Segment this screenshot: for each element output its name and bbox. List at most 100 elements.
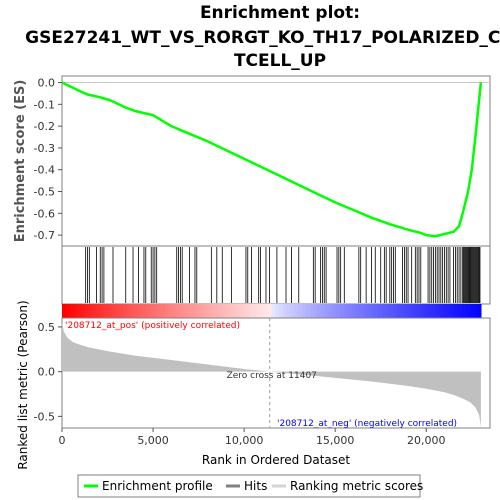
legend-box <box>77 474 421 498</box>
es-panel: 0.0 -0.1 -0.2 -0.3 -0.4 -0.5 -0.6 -0.7 Enrichmen… <box>13 75 491 247</box>
pos-correlated-label: '208712_at_pos' (positively correlated) <box>65 321 240 331</box>
ranking-colorbar-segment <box>202 304 208 318</box>
es-ytick-label: -0.1 <box>34 98 55 111</box>
ranking-colorbar-segment <box>69 304 75 318</box>
ranking-colorbar-segment <box>119 304 124 318</box>
ranking-colorbar-segment <box>355 304 360 318</box>
ranking-colorbar-segment <box>282 304 288 318</box>
ranking-colorbar-segment <box>237 304 242 318</box>
xtick-label: 10,000 <box>225 434 264 447</box>
ranking-colorbar-segment <box>180 304 185 318</box>
ranking-colorbar-segment <box>92 304 97 318</box>
ranking-colorbar-segment <box>172 304 177 318</box>
es-ytick-label: -0.7 <box>34 229 55 242</box>
ranking-colorbar-segment <box>195 304 200 318</box>
ranking-colorbar-segment <box>442 304 448 318</box>
ranking-colorbar-segment <box>256 304 261 318</box>
ranking-colorbar-segment <box>191 304 196 318</box>
ranking-colorbar-segment <box>328 304 333 318</box>
ranking-colorbar-segment <box>324 304 330 318</box>
x-axis-label: Rank in Ordered Dataset <box>202 453 350 467</box>
ranking-colorbar-segment <box>164 304 170 318</box>
ranking-colorbar-segment <box>88 304 94 318</box>
ranking-colorbar-segment <box>454 304 459 318</box>
ranking-colorbar-segment <box>252 304 257 318</box>
ranking-colorbar-segment <box>130 304 135 318</box>
ranking-colorbar-segment <box>465 304 471 318</box>
ranking-colorbar-segment <box>374 304 379 318</box>
ranking-colorbar-segment <box>332 304 337 318</box>
ranking-colorbar-segment <box>317 304 322 318</box>
ranking-colorbar-segment <box>210 304 215 318</box>
ranking-colorbar-segment <box>431 304 436 318</box>
ranking-colorbar-segment <box>229 304 234 318</box>
ranking-colorbar-segment <box>381 304 387 318</box>
legend-enrichment-label: Enrichment profile <box>102 479 213 493</box>
ranking-colorbar-segment <box>412 304 417 318</box>
ranking-colorbar-segment <box>461 304 467 318</box>
xtick-label: 0 <box>59 434 66 447</box>
ranking-colorbar-segment <box>77 304 82 318</box>
ranking-colorbar-segment <box>267 304 273 318</box>
ranking-colorbar-segment <box>404 304 410 318</box>
metric-ytick-label: 0.5 <box>38 321 56 334</box>
ranking-colorbar-segment <box>206 304 212 318</box>
ranking-colorbar-segment <box>103 304 109 318</box>
ranking-colorbar-segment <box>134 304 139 318</box>
ranking-colorbar-segment <box>473 304 478 318</box>
ranking-colorbar-segment <box>313 304 318 318</box>
ranking-colorbar-segment <box>416 304 421 318</box>
ranking-colorbar-segment <box>183 304 189 318</box>
ranking-colorbar-segment <box>305 304 311 318</box>
ranking-colorbar-segment <box>84 304 90 318</box>
es-ytick-label: 0.0 <box>38 77 56 90</box>
ranking-colorbar-segment <box>96 304 101 318</box>
ranking-colorbar-segment <box>408 304 413 318</box>
ranking-colorbar-segment <box>221 304 227 318</box>
ranking-colorbar-segment <box>279 304 284 318</box>
ranking-colorbar-segment <box>275 304 280 318</box>
es-ytick-label: -0.4 <box>34 164 55 177</box>
ranking-colorbar-segment <box>366 304 372 318</box>
hits-panel <box>61 245 491 318</box>
ranking-colorbar-segment <box>389 304 394 318</box>
title-line-3: TCELL_UP <box>234 51 326 71</box>
ranking-colorbar-segment <box>233 304 238 318</box>
ranking-colorbar-segment <box>359 304 364 318</box>
ranking-colorbar-segment <box>107 304 113 318</box>
ranking-colorbar-segment <box>290 304 295 318</box>
xtick-label: 5,000 <box>137 434 169 447</box>
enrichment-profile-line <box>61 81 483 238</box>
metric-ylabel: Ranked list metric (Pearson) <box>16 300 30 469</box>
ranking-colorbar-segment <box>469 304 474 318</box>
es-ytick-label: -0.6 <box>34 207 55 220</box>
hits-frame <box>61 245 491 305</box>
metric-panel: 0.5 0.0 -0.5 Ranked list metric (Pearson) '2… <box>16 300 491 470</box>
ranking-colorbar-segment <box>286 304 292 318</box>
ranking-colorbar-segment <box>199 304 204 318</box>
metric-ytick-label: -0.5 <box>34 410 55 423</box>
ranking-colorbar-segment <box>122 304 128 318</box>
es-ytick-label: -0.2 <box>34 120 55 133</box>
ranking-colorbar-segment <box>248 304 254 318</box>
es-ytick-label: -0.5 <box>34 186 55 199</box>
ranking-colorbar-segment <box>218 304 223 318</box>
ranking-colorbar-segment <box>149 304 154 318</box>
metric-ytick-label: 0.0 <box>38 366 56 379</box>
ranking-colorbar-segment <box>65 304 71 318</box>
ranking-colorbar-segment <box>439 304 444 318</box>
neg-correlated-label: '208712_at_neg' (negatively correlated) <box>277 419 457 429</box>
xtick-label: 20,000 <box>407 434 446 447</box>
zero-cross-label: Zero cross at 11407 <box>227 371 317 381</box>
ranking-colorbar-segment <box>400 304 406 318</box>
ranking-colorbar-segment <box>446 304 452 318</box>
ranking-colorbar-segment <box>347 304 353 318</box>
ranking-colorbar-segment <box>423 304 429 318</box>
ranking-colorbar-segment <box>244 304 250 318</box>
ranking-colorbar-segment <box>309 304 314 318</box>
ranking-colorbar-segment <box>435 304 440 318</box>
ranking-colorbar-segment <box>339 304 345 318</box>
title-line-1: Enrichment plot: <box>200 3 360 23</box>
legend-hits-label: Hits <box>244 479 267 493</box>
